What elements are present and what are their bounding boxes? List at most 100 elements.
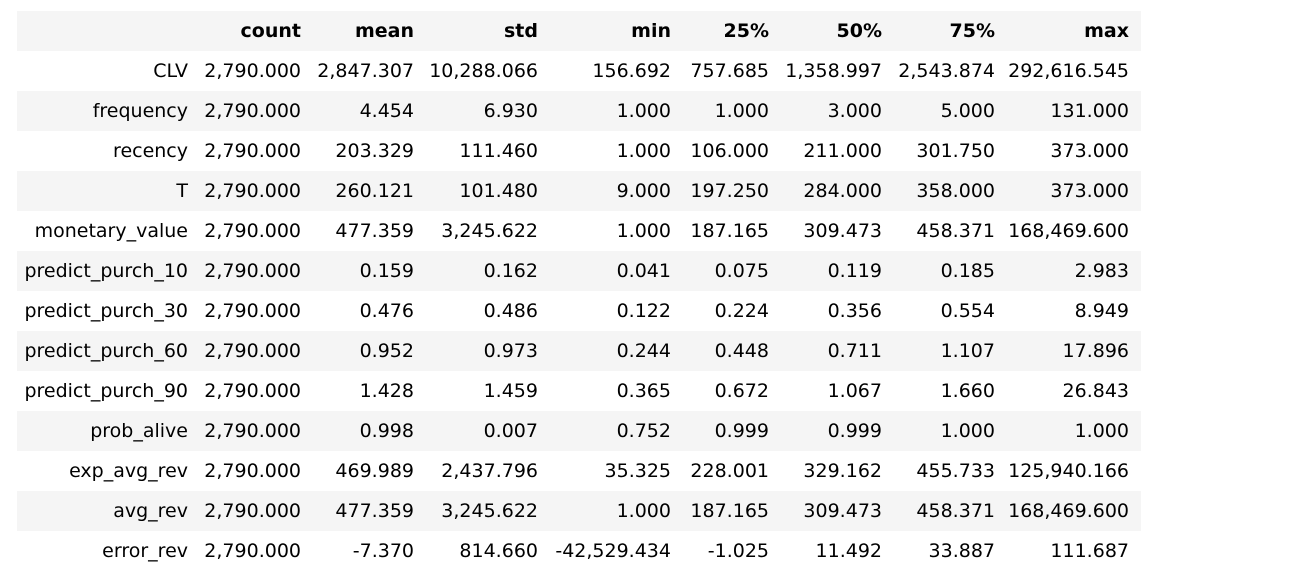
table-row: recency 2,790.000 203.329 111.460 1.000 106.0… <box>17 131 1141 171</box>
cell-max: 8.949 <box>1074 300 1129 322</box>
row-label: predict_purch_90 <box>24 380 188 402</box>
cell-50: 11.492 <box>815 540 882 562</box>
index-header <box>17 11 200 51</box>
cell-25: -1.025 <box>707 540 769 562</box>
cell-max: 111.687 <box>1050 540 1129 562</box>
cell-50: 284.000 <box>781 171 894 211</box>
cell-mean: 0.159 <box>313 251 426 291</box>
row-label: avg_rev <box>17 491 200 531</box>
cell-max: 125,940.166 <box>1008 460 1129 482</box>
cell-std: 111.460 <box>459 140 538 162</box>
cell-count: 2,790.000 <box>204 220 301 242</box>
cell-min: 35.325 <box>604 460 671 482</box>
cell-mean: 1.428 <box>359 380 414 402</box>
cell-min: 0.244 <box>550 331 683 371</box>
row-label: exp_avg_rev <box>69 460 188 482</box>
cell-std: 814.660 <box>459 540 538 562</box>
cell-mean: 477.359 <box>335 220 414 242</box>
row-label: T <box>17 171 200 211</box>
cell-50: 3.000 <box>781 91 894 131</box>
cell-50: 0.119 <box>781 251 894 291</box>
cell-count: 2,790.000 <box>200 331 313 371</box>
header-row: count mean std min 25% 50% 75% max <box>17 11 1141 51</box>
cell-75: 0.554 <box>940 300 995 322</box>
cell-25: 187.165 <box>683 491 781 531</box>
cell-count: 2,790.000 <box>204 460 301 482</box>
cell-min: 0.365 <box>616 380 671 402</box>
cell-25: 187.165 <box>690 220 769 242</box>
cell-mean: 203.329 <box>335 140 414 162</box>
cell-max: 2.983 <box>1007 251 1141 291</box>
column-header-25: 25% <box>683 11 781 51</box>
cell-75: 2,543.874 <box>898 60 995 82</box>
cell-mean: 0.998 <box>313 411 426 451</box>
table-row: T 2,790.000 260.121 101.480 9.000 197.250 284.… <box>17 171 1141 211</box>
cell-max: 168,469.600 <box>1008 220 1129 242</box>
cell-min: 0.752 <box>550 411 683 451</box>
cell-min: 9.000 <box>550 171 683 211</box>
cell-25: 0.224 <box>714 300 769 322</box>
cell-25: 0.999 <box>683 411 781 451</box>
cell-25: 1.000 <box>683 91 781 131</box>
cell-75: 5.000 <box>894 91 1007 131</box>
column-header-min: min <box>550 11 683 51</box>
cell-min: 0.122 <box>616 300 671 322</box>
cell-75: 458.371 <box>894 491 1007 531</box>
cell-count: 2,790.000 <box>204 540 301 562</box>
cell-mean: 260.121 <box>313 171 426 211</box>
cell-count: 2,790.000 <box>200 491 313 531</box>
row-label: predict_purch_10 <box>17 251 200 291</box>
column-header-max: max <box>1007 11 1141 51</box>
cell-50: 309.473 <box>781 491 894 531</box>
cell-min: 1.000 <box>616 140 671 162</box>
column-header-50: 50% <box>781 11 894 51</box>
cell-std: 3,245.622 <box>426 491 550 531</box>
column-header-std: std <box>426 11 550 51</box>
cell-25: 0.075 <box>683 251 781 291</box>
table-row: CLV 2,790.000 2,847.307 10,288.066 156.692 75… <box>17 51 1141 91</box>
cell-mean: 2,847.307 <box>317 60 414 82</box>
cell-50: 329.162 <box>803 460 882 482</box>
cell-std: 2,437.796 <box>441 460 538 482</box>
cell-max: 17.896 <box>1007 331 1141 371</box>
column-header-count: count <box>200 11 313 51</box>
cell-count: 2,790.000 <box>204 60 301 82</box>
table-row: prob_alive 2,790.000 0.998 0.007 0.752 0.999 0… <box>17 411 1141 451</box>
cell-50: 0.999 <box>781 411 894 451</box>
cell-min: -42,529.434 <box>555 540 671 562</box>
table-row: predict_purch_90 2,790.000 1.428 1.459 0.365… <box>17 371 1141 411</box>
cell-max: 26.843 <box>1062 380 1129 402</box>
cell-mean: 469.989 <box>335 460 414 482</box>
cell-min: 156.692 <box>592 60 671 82</box>
cell-50: 309.473 <box>803 220 882 242</box>
cell-count: 2,790.000 <box>204 380 301 402</box>
row-label: prob_alive <box>17 411 200 451</box>
cell-max: 131.000 <box>1007 91 1141 131</box>
cell-mean: -7.370 <box>352 540 414 562</box>
cell-std: 0.973 <box>426 331 550 371</box>
row-label: frequency <box>17 91 200 131</box>
cell-max: 373.000 <box>1050 140 1129 162</box>
cell-25: 197.250 <box>683 171 781 211</box>
cell-25: 106.000 <box>690 140 769 162</box>
cell-25: 0.448 <box>683 331 781 371</box>
column-header-75: 75% <box>894 11 1007 51</box>
cell-25: 228.001 <box>690 460 769 482</box>
table-row: avg_rev 2,790.000 477.359 3,245.622 1.000 187… <box>17 491 1141 531</box>
cell-max: 1.000 <box>1007 411 1141 451</box>
cell-std: 1.459 <box>483 380 538 402</box>
cell-50: 1,358.997 <box>785 60 882 82</box>
cell-std: 0.007 <box>426 411 550 451</box>
cell-count: 2,790.000 <box>200 411 313 451</box>
cell-75: 358.000 <box>894 171 1007 211</box>
cell-25: 0.672 <box>714 380 769 402</box>
row-label: predict_purch_30 <box>24 300 188 322</box>
cell-75: 0.185 <box>894 251 1007 291</box>
cell-75: 1.107 <box>894 331 1007 371</box>
cell-mean: 477.359 <box>313 491 426 531</box>
table-row: predict_purch_10 2,790.000 0.159 0.162 0.041… <box>17 251 1141 291</box>
cell-std: 0.162 <box>426 251 550 291</box>
table-row: predict_purch_60 2,790.000 0.952 0.973 0.244… <box>17 331 1141 371</box>
row-label: recency <box>113 140 188 162</box>
cell-75: 301.750 <box>916 140 995 162</box>
